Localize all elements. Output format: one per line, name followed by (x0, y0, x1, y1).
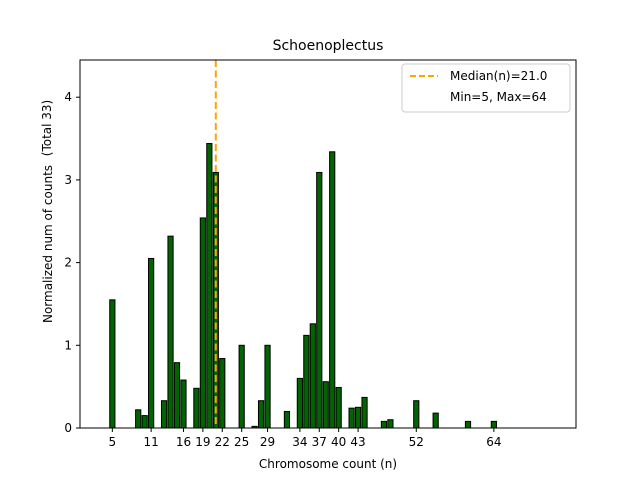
bar (432, 412, 439, 429)
x-tick-label: 40 (331, 435, 346, 449)
bar (193, 387, 200, 429)
legend-minmax-label: Min=5, Max=64 (450, 90, 547, 104)
bar (167, 235, 174, 429)
bar (264, 344, 271, 429)
x-tick-label: 16 (176, 435, 191, 449)
x-tick-label: 11 (143, 435, 158, 449)
bar (490, 420, 497, 429)
bar (257, 400, 265, 429)
bar (316, 171, 323, 429)
plot-frame (79, 59, 577, 429)
bar (206, 143, 213, 429)
y-tick-label: 1 (64, 338, 72, 352)
x-tick-label: 43 (350, 435, 365, 449)
bars (109, 60, 497, 429)
x-tick-label: 52 (409, 435, 424, 449)
bar (283, 410, 291, 429)
bar (303, 334, 310, 429)
bar (361, 396, 368, 429)
x-tick-label: 34 (292, 435, 307, 449)
bar (160, 400, 168, 429)
bar (296, 377, 303, 429)
bar (413, 400, 420, 429)
bar (148, 257, 155, 429)
bar (219, 358, 226, 429)
legend: Median(n)=21.0 Min=5, Max=64 (401, 63, 571, 113)
bar (238, 344, 245, 429)
x-tick-label: 64 (486, 435, 501, 449)
legend-median-label: Median(n)=21.0 (450, 69, 547, 83)
x-tick-label: 22 (215, 435, 230, 449)
y-tick-label: 0 (64, 421, 72, 435)
bar (348, 407, 355, 429)
bar (322, 381, 329, 429)
y-tick-label: 3 (64, 173, 72, 187)
bar (329, 151, 336, 429)
bar (109, 299, 116, 429)
bar (141, 415, 148, 429)
bar (464, 420, 472, 429)
bar (335, 386, 342, 429)
bar (309, 323, 316, 429)
legend-box (401, 63, 571, 113)
y-axis-label-total: (Total 33) (40, 100, 54, 156)
bar (173, 362, 181, 429)
y-axis-label: Normalized num of counts (41, 165, 55, 323)
bar (380, 420, 388, 429)
x-axis-label: Chromosome count (n) (259, 457, 397, 471)
bar (135, 409, 142, 429)
bar (354, 406, 362, 429)
x-tick-label: 37 (312, 435, 327, 449)
x-tick-label: 29 (260, 435, 275, 449)
y-tick-label: 2 (64, 256, 72, 270)
x-tick-label: 19 (195, 435, 210, 449)
bar (199, 217, 206, 429)
chart-title: Schoenoplectus (273, 38, 384, 54)
y-tick-label: 4 (64, 90, 72, 104)
x-tick-label: 25 (234, 435, 249, 449)
bar (387, 419, 394, 429)
x-tick-label: 5 (109, 435, 117, 449)
bar (180, 379, 187, 429)
